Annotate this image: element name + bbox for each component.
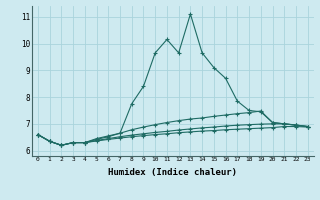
X-axis label: Humidex (Indice chaleur): Humidex (Indice chaleur): [108, 168, 237, 177]
